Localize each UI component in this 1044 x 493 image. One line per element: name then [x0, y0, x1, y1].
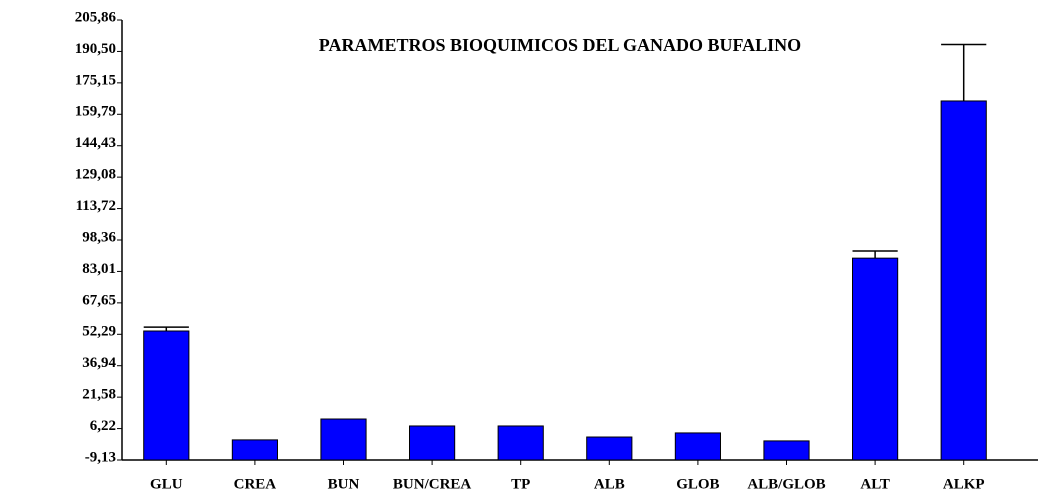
- x-tick-label: BUN/CREA: [393, 476, 472, 492]
- chart-title: PARAMETROS BIOQUIMICOS DEL GANADO BUFALI…: [319, 35, 801, 55]
- x-tick-label: ALB: [594, 476, 625, 492]
- x-tick-label: TP: [511, 476, 530, 492]
- bar: [143, 330, 190, 461]
- x-tick-label: ALT: [860, 476, 889, 492]
- y-tick-label: 98,36: [82, 229, 116, 245]
- bar: [497, 425, 544, 461]
- y-tick-label: 190,50: [75, 41, 116, 57]
- bar: [674, 432, 721, 461]
- x-tick-label: GLU: [150, 476, 183, 492]
- bar: [231, 439, 278, 461]
- bar: [852, 257, 899, 461]
- bar: [586, 436, 633, 461]
- y-tick-label: 21,58: [82, 387, 116, 403]
- x-tick-label: CREA: [234, 476, 277, 492]
- bar: [320, 418, 367, 461]
- y-tick-label: 67,65: [82, 292, 116, 308]
- y-tick-label: 36,94: [82, 355, 116, 371]
- bar: [940, 100, 987, 461]
- x-tick-label: ALKP: [943, 476, 985, 492]
- bar: [763, 440, 810, 461]
- y-tick-label: 129,08: [75, 167, 116, 183]
- y-tick-label: 205,86: [75, 9, 117, 25]
- x-tick-label: GLOB: [676, 476, 719, 492]
- y-tick-label: 52,29: [82, 324, 116, 340]
- y-tick-label: 83,01: [82, 261, 116, 277]
- x-tick-label: BUN: [328, 476, 360, 492]
- y-tick-label: 175,15: [75, 72, 116, 88]
- y-tick-label: -9,13: [85, 449, 116, 465]
- x-tick-label: ALB/GLOB: [747, 476, 825, 492]
- y-tick-label: 159,79: [75, 104, 116, 120]
- y-tick-label: 113,72: [76, 198, 116, 214]
- bar: [409, 425, 456, 461]
- y-tick-label: 6,22: [90, 418, 116, 434]
- y-tick-label: 144,43: [75, 135, 116, 151]
